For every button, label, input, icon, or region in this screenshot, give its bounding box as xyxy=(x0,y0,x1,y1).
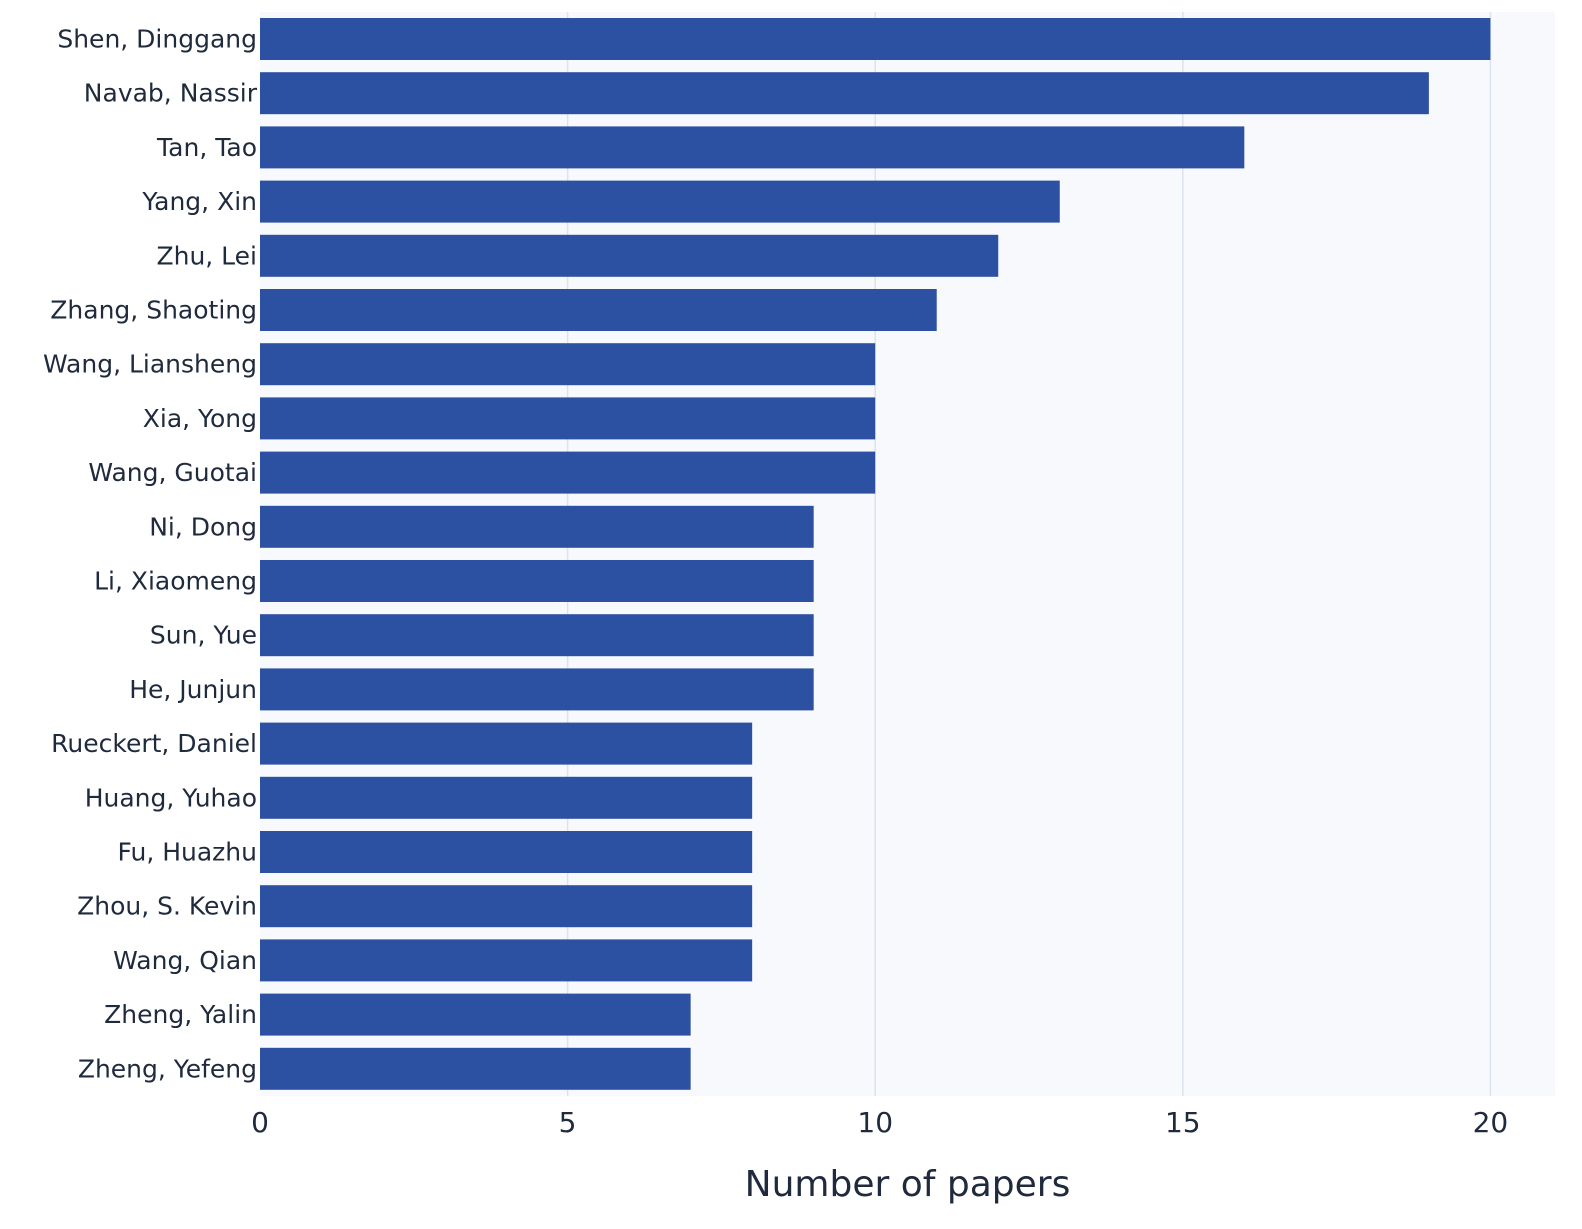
category-label: Wang, Liansheng xyxy=(43,350,257,379)
bar xyxy=(260,505,814,548)
category-label: Tan, Tao xyxy=(156,133,257,162)
x-tick-label: 0 xyxy=(251,1106,269,1139)
category-label: Shen, Dinggang xyxy=(57,25,257,54)
bar xyxy=(260,18,1491,60)
bar xyxy=(260,343,876,386)
category-label: Zheng, Yalin xyxy=(104,1000,257,1029)
category-label: Zhang, Shaoting xyxy=(50,296,257,325)
category-label: Huang, Yuhao xyxy=(85,783,257,812)
category-label: Rueckert, Daniel xyxy=(51,729,257,758)
category-label: Yang, Xin xyxy=(141,187,257,216)
category-label: Xia, Yong xyxy=(143,404,257,433)
bars xyxy=(260,18,1491,1090)
x-axis-title: Number of papers xyxy=(745,1164,1071,1205)
x-tick-label: 10 xyxy=(857,1106,893,1139)
category-label: Wang, Guotai xyxy=(88,458,257,487)
category-label: Zhou, S. Kevin xyxy=(77,892,257,921)
bar xyxy=(260,776,753,819)
bar xyxy=(260,397,876,440)
bar xyxy=(260,560,814,602)
bar xyxy=(260,668,814,711)
category-label: Sun, Yue xyxy=(150,621,257,650)
plot-background xyxy=(260,12,1555,1096)
x-tick-label: 15 xyxy=(1165,1106,1201,1139)
bar xyxy=(260,885,753,928)
bar xyxy=(260,451,876,494)
bar xyxy=(260,72,1429,115)
bar xyxy=(260,234,999,277)
bar xyxy=(260,289,937,331)
category-label: Fu, Huazhu xyxy=(117,838,257,867)
bar xyxy=(260,1047,691,1090)
bar xyxy=(260,126,1245,169)
bar xyxy=(260,993,691,1036)
bar xyxy=(260,722,753,765)
x-tick-labels: 0 5 10 15 20 xyxy=(251,1106,1508,1139)
bar xyxy=(260,831,753,873)
bar xyxy=(260,180,1060,223)
bar xyxy=(260,614,814,657)
category-label: Ni, Dong xyxy=(149,512,257,541)
x-tick-label: 20 xyxy=(1473,1106,1509,1139)
category-labels: Shen, Dinggang Navab, Nassir Tan, Tao Yang,… xyxy=(43,25,258,1084)
category-label: Li, Xiaomeng xyxy=(94,567,257,596)
category-label: Zheng, Yefeng xyxy=(78,1054,257,1083)
x-tick-label: 5 xyxy=(559,1106,577,1139)
bar xyxy=(260,939,753,982)
category-label: Navab, Nassir xyxy=(84,79,258,108)
category-label: Wang, Qian xyxy=(113,946,257,975)
category-label: He, Junjun xyxy=(129,675,257,704)
category-label: Zhu, Lei xyxy=(156,241,257,270)
